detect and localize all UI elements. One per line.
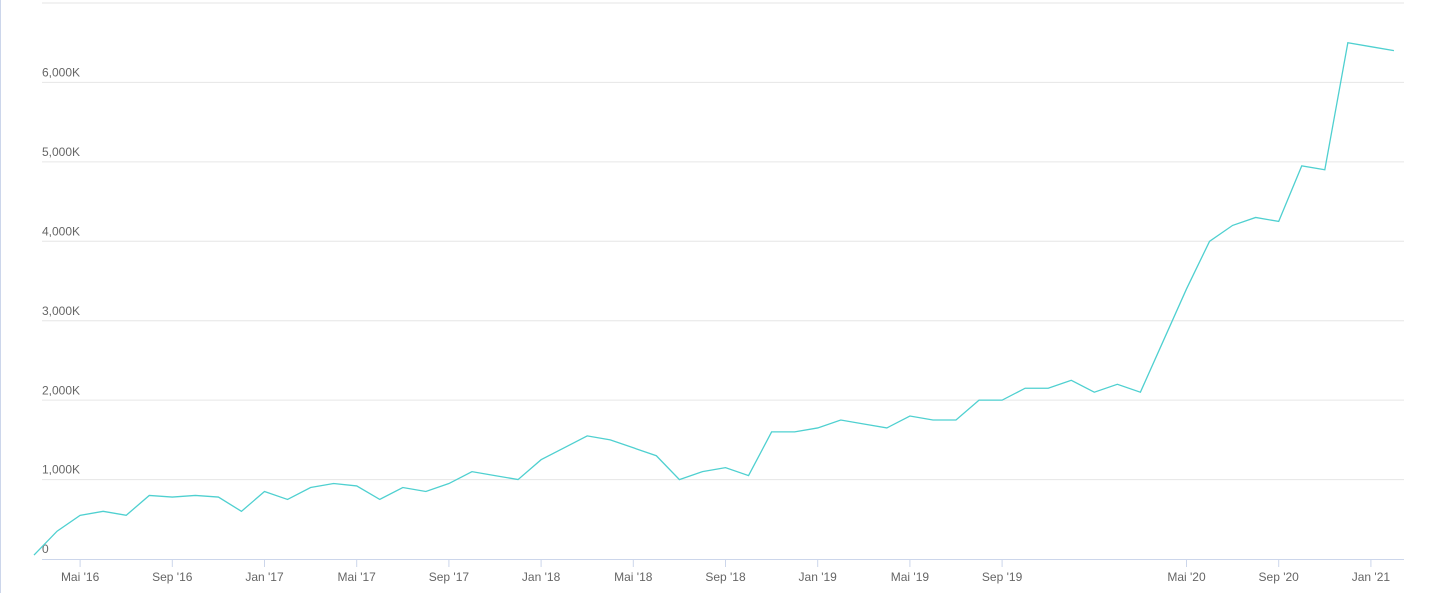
y-tick-label: 1,000K bbox=[42, 463, 80, 477]
y-tick-label: 0 bbox=[42, 542, 49, 556]
y-tick-label: 5,000K bbox=[42, 145, 80, 159]
y-tick-label: 6,000K bbox=[42, 66, 80, 80]
x-tick-label: Mai '20 bbox=[1167, 570, 1206, 584]
x-tick-label: Mai '17 bbox=[338, 570, 377, 584]
y-tick-label: 4,000K bbox=[42, 224, 80, 238]
x-tick-label: Mai '19 bbox=[891, 570, 930, 584]
x-tick-label: Jan '19 bbox=[799, 570, 838, 584]
x-tick-label: Mai '16 bbox=[61, 570, 100, 584]
y-tick-label: 2,000K bbox=[42, 383, 80, 397]
x-tick-label: Sep '16 bbox=[152, 570, 193, 584]
x-tick-label: Sep '17 bbox=[429, 570, 470, 584]
x-tick-label: Sep '18 bbox=[705, 570, 746, 584]
x-tick-label: Mai '18 bbox=[614, 570, 653, 584]
x-tick-label: Jan '18 bbox=[522, 570, 561, 584]
line-series bbox=[33, 41, 1395, 556]
x-tick-label: Sep '20 bbox=[1259, 570, 1300, 584]
x-tick-label: Sep '19 bbox=[982, 570, 1023, 584]
x-tick-label: Jan '21 bbox=[1352, 570, 1391, 584]
x-tick-label: Jan '17 bbox=[245, 570, 284, 584]
y-tick-label: 3,000K bbox=[42, 304, 80, 318]
